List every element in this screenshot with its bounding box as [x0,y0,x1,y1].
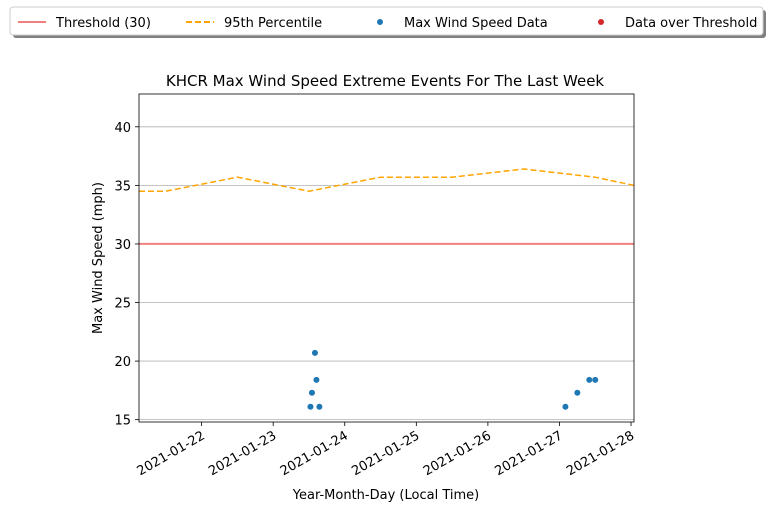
x-tick-label: 2021-01-28 [564,428,637,479]
legend-label: Max Wind Speed Data [404,16,548,31]
y-tick-label: 30 [114,238,131,253]
95th-percentile-line [139,168,635,192]
data-point [308,389,315,396]
data-point [562,403,569,410]
legend-label: Data over Threshold [625,16,757,31]
y-tick-label: 25 [114,297,131,312]
data-point [311,349,318,356]
x-tick-label: 2021-01-23 [206,428,279,479]
legend-label: 95th Percentile [224,16,322,31]
y-axis-label: Max Wind Speed (mph) [91,182,106,334]
legend-item-95th-percentile: 95th Percentile [186,16,322,31]
y-tick-label: 20 [114,355,131,370]
x-axis: 2021-01-222021-01-232021-01-242021-01-25… [135,422,637,479]
data-point [316,403,323,410]
x-tick-label: 2021-01-26 [421,428,494,479]
series-95th-percentile [139,168,635,192]
legend-box [9,6,764,36]
y-axis: 15 20 25 30 35 40 [114,121,139,429]
data-point [586,376,593,383]
series-layer [139,168,635,410]
x-tick-label: 2021-01-24 [278,428,351,479]
legend-items: Threshold (30) 95th Percentile Max Wind Sp… [18,16,757,31]
data-point [592,376,599,383]
chart-title: KHCR Max Wind Speed Extreme Events For T… [166,72,605,90]
legend: Threshold (30) 95th Percentile Max Wind Sp… [9,6,766,38]
x-tick-label: 2021-01-22 [135,428,208,479]
y-tick-label: 40 [114,121,131,136]
legend-swatch [377,19,383,25]
data-point [574,389,581,396]
x-tick-label: 2021-01-27 [493,428,566,479]
legend-label: Threshold (30) [55,16,151,31]
y-tick-label: 15 [114,414,131,429]
x-tick-label: 2021-01-25 [349,428,422,479]
legend-item-data-over-threshold: Data over Threshold [598,16,757,31]
x-axis-label: Year-Month-Day (Local Time) [292,488,479,503]
data-point [307,403,314,410]
series-max-wind-speed-data [307,349,599,410]
plot-frame [138,93,635,423]
legend-swatch [598,19,604,25]
data-point [313,376,320,383]
gridlines [139,126,634,421]
legend-item-threshold-30: Threshold (30) [18,16,151,31]
y-tick-label: 35 [114,179,131,194]
legend-item-max-wind-speed-data: Max Wind Speed Data [377,16,548,31]
